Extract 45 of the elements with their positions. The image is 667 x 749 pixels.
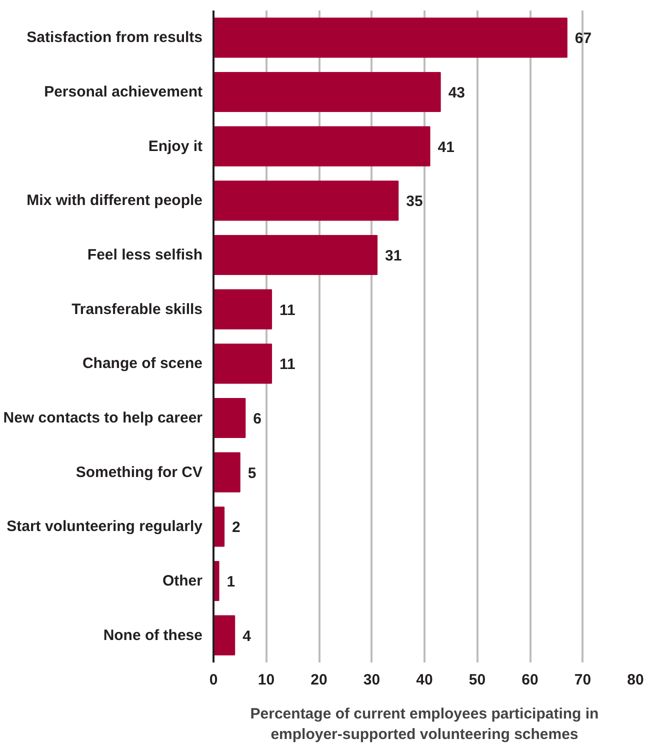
x-tick-label: 20 — [310, 672, 328, 688]
x-tick-label: 10 — [258, 672, 275, 688]
bar — [214, 234, 378, 276]
bar — [214, 289, 272, 330]
data-label: 1 — [226, 574, 236, 590]
bar — [214, 72, 441, 112]
x-tick-label: 0 — [209, 672, 218, 688]
bar — [214, 18, 568, 58]
x-tick-label: 60 — [522, 672, 538, 688]
x-tick-label: 80 — [627, 672, 644, 688]
data-label: 31 — [385, 248, 402, 264]
x-axis-title: Percentage of current employees participating in employer-supported volunteering schemes — [250, 706, 599, 743]
data-label: 35 — [406, 193, 423, 210]
x-tick-label: 40 — [416, 672, 433, 688]
x-tick-label: 70 — [574, 672, 592, 688]
data-label: 4 — [242, 628, 252, 645]
data-label: 6 — [253, 410, 262, 428]
bar — [214, 126, 430, 166]
y-tick-label: Feel less selfish — [87, 246, 203, 264]
x-tick-label: 50 — [468, 672, 486, 688]
data-label: 43 — [448, 84, 466, 102]
data-label: 11 — [280, 302, 296, 319]
y-tick-label: Other — [162, 572, 203, 590]
data-label: 5 — [248, 464, 256, 482]
bar — [214, 180, 399, 221]
bar — [214, 615, 236, 656]
x-tick-label: 30 — [363, 672, 380, 688]
y-tick-label: None of these — [103, 626, 203, 644]
y-tick-label: Mix with different people — [26, 192, 203, 210]
bar — [214, 344, 272, 384]
y-tick-label: New contacts to help career — [3, 410, 203, 426]
y-tick-label: Satisfaction from results — [26, 29, 203, 46]
y-tick-label: Start volunteering regularly — [6, 518, 204, 536]
data-label: 2 — [232, 519, 240, 536]
bar — [214, 398, 246, 438]
y-tick-label: Something for CV — [76, 464, 203, 481]
bar — [214, 506, 225, 547]
y-tick-label: Enjoy it — [148, 138, 203, 155]
y-tick-label: Change of scene — [82, 355, 202, 372]
y-tick-label: Personal achievement — [44, 84, 203, 100]
y-tick-label: Transferable skills — [72, 300, 202, 318]
data-label: 11 — [280, 356, 296, 374]
bar — [214, 452, 240, 492]
data-label: 67 — [574, 30, 592, 48]
data-label: 41 — [438, 138, 454, 156]
